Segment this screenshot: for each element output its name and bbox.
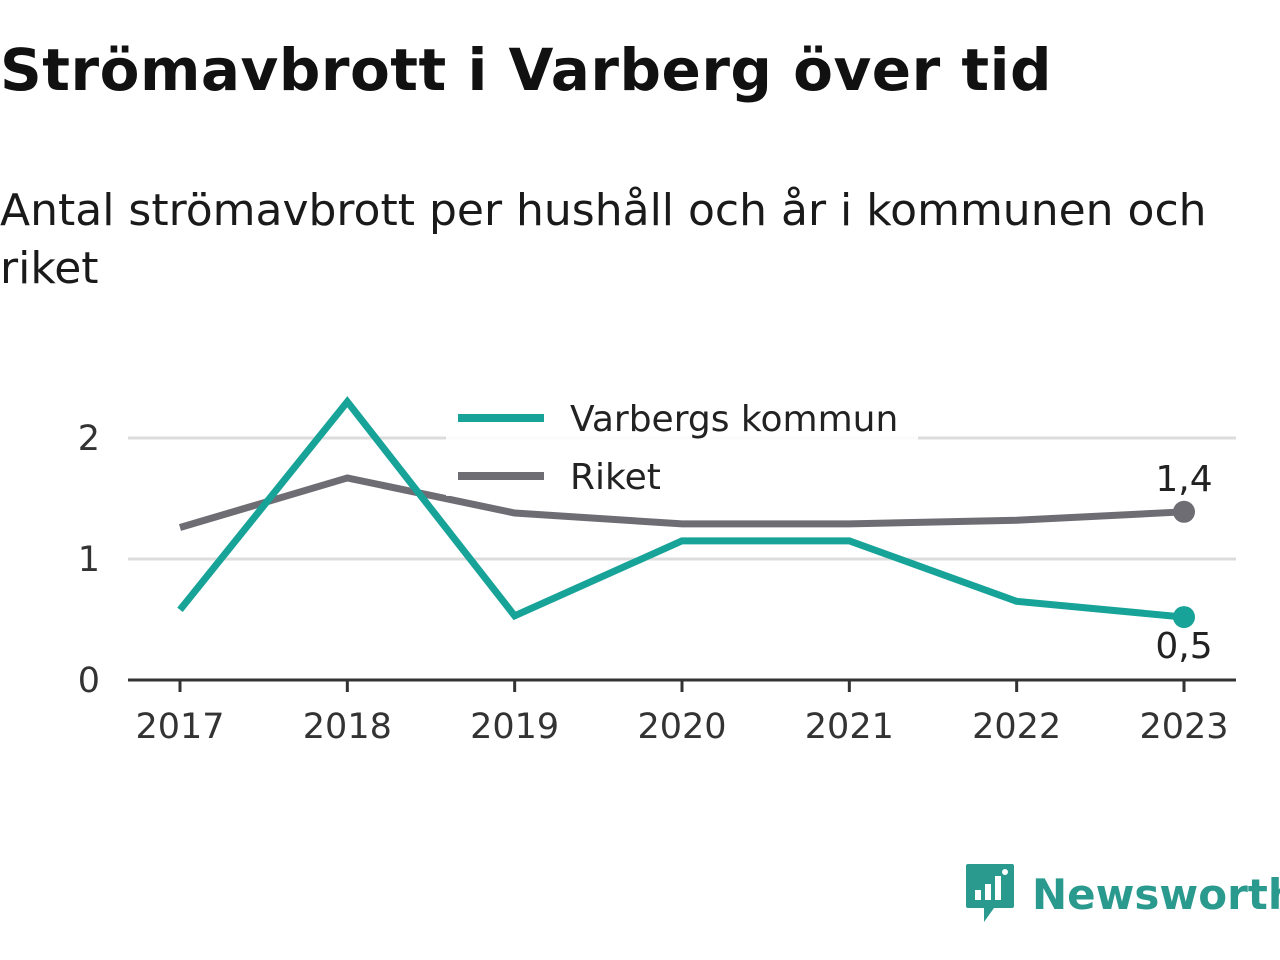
end-value-label: 0,5 [1155,626,1212,667]
x-tick-label: 2017 [135,707,224,747]
x-tick-label: 2022 [972,707,1061,747]
y-tick-label: 0 [78,661,100,701]
x-tick-label: 2021 [805,707,894,747]
chart-title: Strömavbrott i Varberg över tid [0,36,1053,104]
series-end-point [1173,606,1195,629]
legend-label: Riket [570,457,661,498]
series-line-riket [179,474,1185,531]
x-tick-label: 2019 [470,707,559,747]
series-end-point [1173,500,1195,523]
y-tick-label: 2 [78,419,100,459]
legend-label: Varbergs kommun [570,399,898,440]
brand-name: Newsworthy [1032,869,1280,919]
chart-subtitle: Antal strömavbrott per hushåll och år i … [0,185,1207,294]
end-value-label: 1,4 [1155,459,1212,500]
y-tick-label: 1 [78,540,100,580]
x-tick-label: 2018 [303,707,392,747]
x-tick-label: 2023 [1139,707,1228,747]
series-line-varberg [177,396,1185,621]
bar-chart-speech-bubble-icon [966,864,1014,922]
x-tick-label: 2020 [637,707,726,747]
brand-logo: Newsworthy [964,862,1280,926]
